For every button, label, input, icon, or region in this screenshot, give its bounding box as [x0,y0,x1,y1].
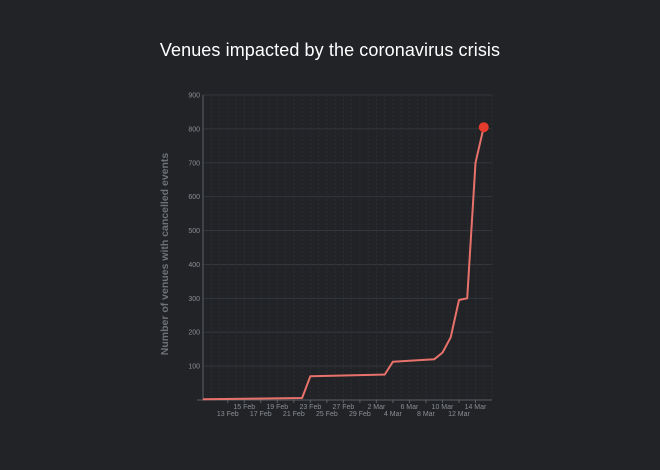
grid-lines [202,94,493,400]
x-tick-label: 12 Mar [448,411,470,418]
x-tick-label: 8 Mar [417,411,436,418]
last-point-marker [478,122,489,133]
x-tick-label: 10 Mar [432,404,454,411]
x-tick-label: 23 Feb [299,404,321,411]
series-line [202,126,485,401]
y-axis-label: Number of venues with cancelled events [159,153,171,356]
x-tick-label: 19 Feb [266,404,288,411]
x-tick-label: 2 Mar [367,404,386,411]
y-tick-label: 800 [188,126,200,133]
x-tick-label: 13 Feb [217,411,239,418]
x-tick-label: 14 Mar [465,404,487,411]
x-tick-label: 27 Feb [332,404,354,411]
x-tick-label: 25 Feb [316,411,338,418]
y-tick-label: 300 [188,296,200,303]
x-tick-label: 6 Mar [400,404,419,411]
series-layer [202,122,489,401]
y-tick-label: 200 [188,330,200,337]
x-tick-label: 17 Feb [250,411,272,418]
y-tick-label: 600 [188,194,200,201]
y-tick-label: 900 [188,93,200,100]
y-tick-label: 500 [188,228,200,235]
x-tick-label: 4 Mar [384,411,403,418]
x-tick-label: 29 Feb [349,411,371,418]
y-tick-label: 100 [188,364,200,371]
axes [197,95,492,403]
x-tick-label: 21 Feb [283,411,305,418]
x-tick-label: 15 Feb [233,404,255,411]
y-tick-label: 400 [188,262,200,269]
chart-title: Venues impacted by the coronavirus crisi… [159,40,501,60]
y-tick-label: 700 [188,160,200,167]
